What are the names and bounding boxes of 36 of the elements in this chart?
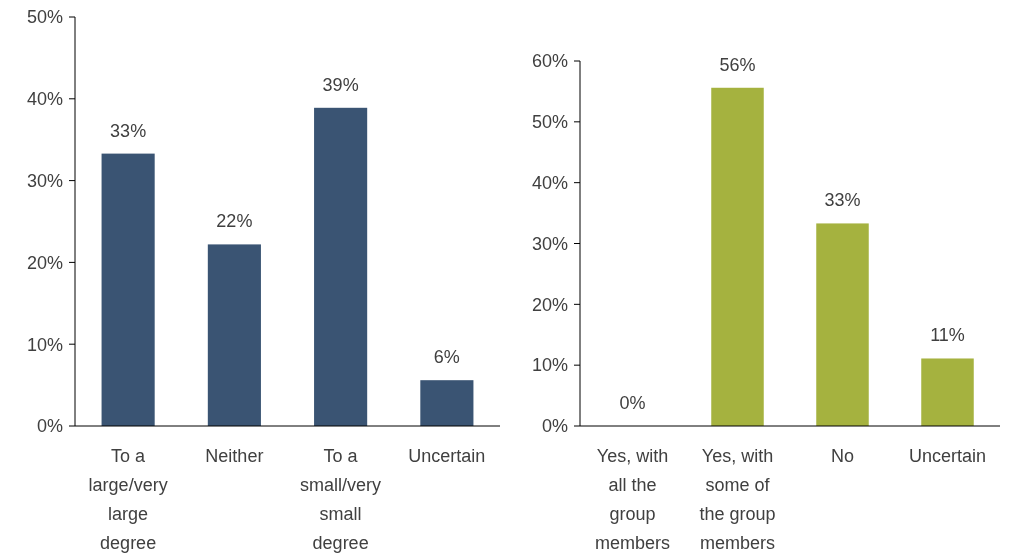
bar: [314, 107, 368, 426]
x-tick-label: Uncertain: [908, 446, 987, 466]
y-tick-label: 0%: [36, 416, 63, 437]
bar: [207, 244, 261, 426]
x-tick-label: Yes, with all the group members: [594, 446, 671, 553]
y-tick-label: 50%: [26, 7, 63, 28]
data-label: 11%: [930, 325, 965, 346]
x-tick-label: Neither: [205, 446, 264, 466]
y-tick-label: 60%: [531, 51, 568, 72]
data-label: 22%: [216, 211, 253, 232]
data-label: 33%: [824, 190, 861, 211]
y-tick-label: 20%: [531, 294, 568, 315]
bar: [921, 358, 974, 426]
y-tick-label: 20%: [26, 252, 63, 273]
y-tick-label: 50%: [531, 112, 568, 133]
data-label: 33%: [110, 120, 147, 141]
bar: [711, 87, 764, 426]
data-label: 39%: [322, 74, 359, 95]
x-tick-label: To a large/very large degree: [88, 446, 168, 553]
data-label: 6%: [433, 347, 460, 368]
bar: [101, 153, 155, 426]
y-tick-label: 40%: [531, 172, 568, 193]
y-tick-label: 10%: [26, 334, 63, 355]
y-tick-label: 10%: [531, 355, 568, 376]
data-label: 56%: [719, 54, 756, 75]
bar: [420, 380, 474, 426]
x-tick-label: To a small/very small degree: [300, 446, 382, 553]
data-label: 0%: [619, 393, 646, 413]
x-tick-label: No: [830, 446, 855, 466]
bar: [816, 223, 869, 426]
y-tick-label: 0%: [541, 416, 568, 437]
x-tick-label: Yes, with some of the group members: [699, 446, 776, 553]
x-tick-label: Uncertain: [408, 446, 486, 466]
y-tick-label: 40%: [26, 89, 63, 110]
y-tick-label: 30%: [531, 233, 568, 254]
y-tick-label: 30%: [26, 170, 63, 191]
